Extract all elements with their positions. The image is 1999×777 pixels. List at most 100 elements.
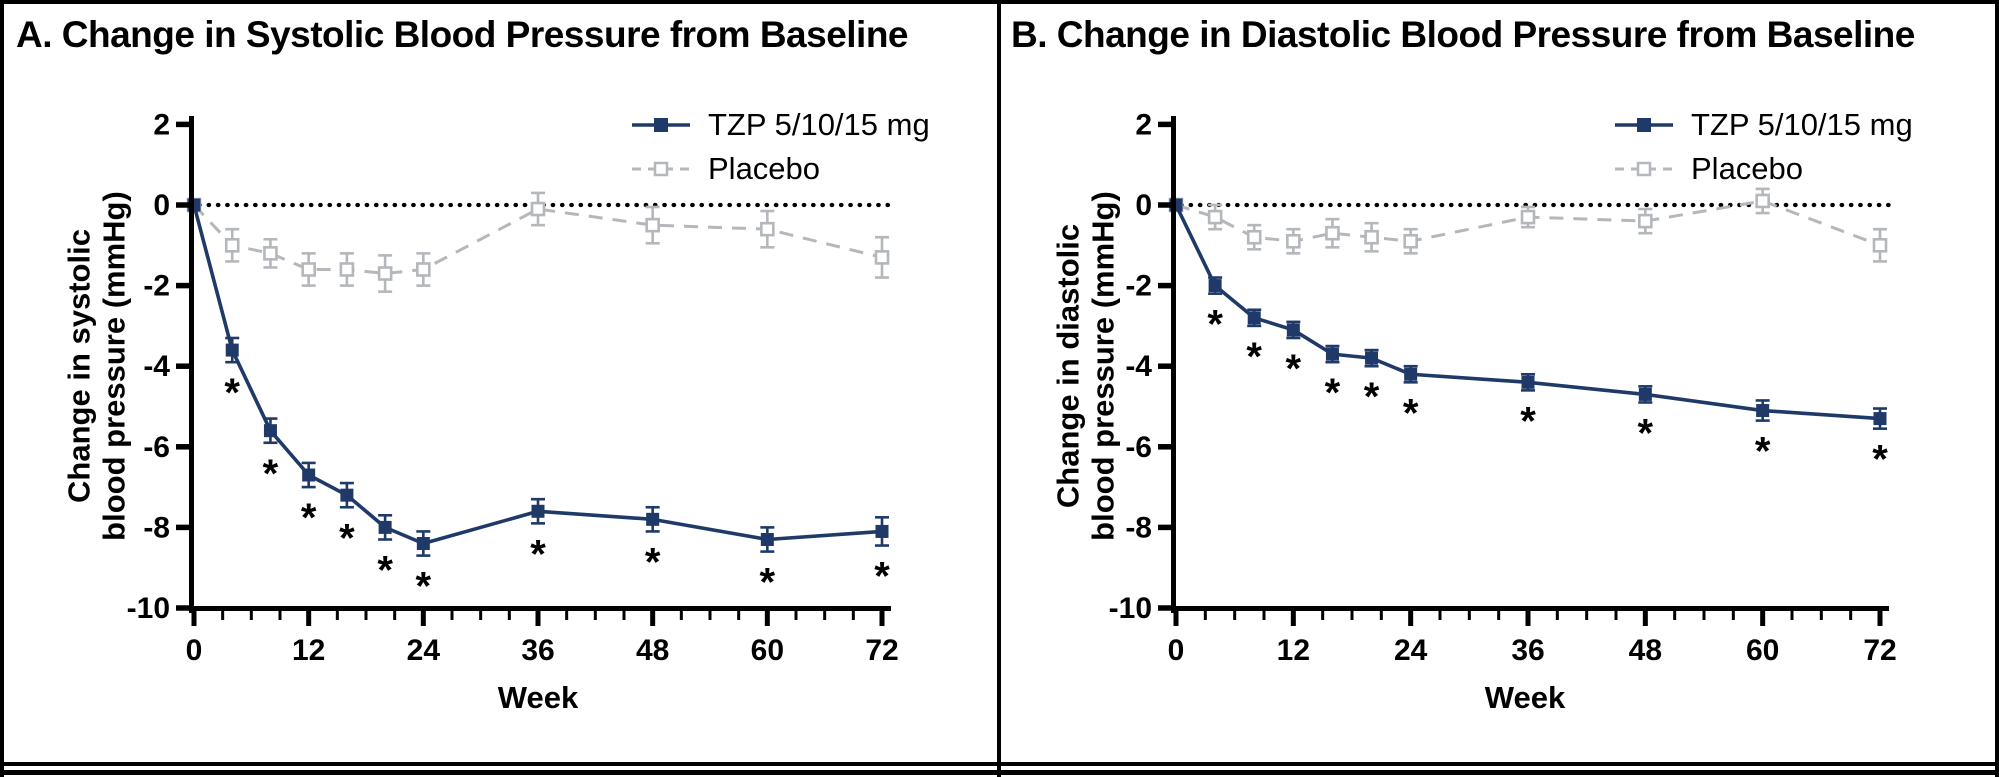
y-tick	[176, 202, 189, 208]
placebo-marker	[1246, 229, 1262, 245]
significance-asterisk: *	[874, 555, 890, 599]
tzp-marker	[263, 424, 277, 438]
tzp-line	[192, 204, 883, 546]
tzp-marker	[1247, 311, 1261, 325]
y-tick	[1158, 121, 1171, 128]
placebo-marker	[1207, 209, 1223, 225]
x-minor-tick	[593, 611, 597, 620]
x-minor-tick	[249, 611, 253, 620]
placebo-marker	[1364, 229, 1379, 245]
x-axis	[189, 606, 891, 611]
placebo-marker	[874, 250, 890, 265]
y-tick-label: -8	[143, 511, 170, 544]
border-bottom	[0, 762, 1999, 766]
tzp-marker	[1208, 279, 1222, 293]
y-tick	[1158, 444, 1171, 450]
tzp-marker	[1325, 347, 1339, 361]
x-minor-tick	[1585, 611, 1589, 620]
x-major-tick	[1525, 611, 1531, 626]
tzp-marker	[416, 537, 430, 551]
placebo-marker	[1872, 238, 1888, 253]
legend-label-tzp: TZP 5/10/15 mg	[1691, 107, 1913, 142]
tzp-marker	[646, 512, 660, 526]
placebo-marker	[1403, 233, 1418, 249]
placebo-marker	[339, 262, 355, 277]
border-right	[1995, 0, 1999, 777]
significance-asterisk: *	[1520, 399, 1536, 443]
x-minor-tick	[737, 611, 741, 620]
tzp-marker	[1756, 404, 1770, 418]
x-minor-tick	[364, 611, 368, 620]
y-tick-label: -6	[1125, 431, 1152, 464]
legend-row-tzp: TZP 5/10/15 mg	[1613, 107, 1913, 142]
x-minor-tick	[1321, 611, 1325, 620]
border-left	[0, 0, 4, 777]
x-tick-label: 24	[1394, 634, 1428, 667]
x-minor-tick	[278, 611, 282, 620]
x-minor-tick	[1467, 611, 1471, 620]
x-minor-tick	[1849, 611, 1853, 620]
tzp-line-sample-icon	[1615, 118, 1673, 132]
y-tick-label: 2	[153, 108, 170, 141]
x-major-tick	[1290, 611, 1296, 626]
x-major-tick	[306, 611, 312, 626]
x-minor-tick	[507, 611, 511, 620]
x-major-tick	[1877, 611, 1883, 626]
placebo-marker	[301, 262, 316, 277]
tzp-line-sample-icon	[632, 118, 690, 132]
diastolic-chart: * * * * * * * * * * 2 0 -2 -4 -6 -8 -10 0 12 24 36 48 60 72	[1109, 108, 1897, 667]
panel-a-title: A. Change in Systolic Blood Pressure fro…	[16, 14, 909, 55]
x-minor-tick	[1702, 611, 1706, 620]
y-tick-label: -2	[143, 270, 170, 303]
x-major-tick	[1408, 611, 1414, 626]
y-tick-label: -8	[1125, 511, 1152, 544]
significance-asterisk: *	[1286, 347, 1302, 391]
x-minor-tick	[1203, 611, 1207, 620]
y-axis-label-line2: blood pressure (mmHg)	[1085, 191, 1120, 541]
y-tick-label: -10	[1109, 592, 1152, 625]
panel-diastolic: * * * * * * * * * * 2 0 -2 -4 -6 -8 -10 0 12 24 36 48 60 72 B. …	[1001, 4, 1995, 759]
panel-a-y-axis-label: Change in systolic blood pressure (mmHg)	[61, 191, 131, 541]
x-major-tick	[879, 611, 885, 626]
placebo-marker	[377, 266, 393, 281]
significance-asterisk: *	[645, 540, 661, 584]
placebo-line-sample-icon	[632, 161, 690, 177]
significance-asterisk: *	[1638, 411, 1654, 455]
panel-divider	[997, 0, 1001, 777]
x-tick-label: 60	[1746, 634, 1779, 667]
placebo-line	[192, 203, 883, 276]
tzp-marker	[1638, 387, 1652, 401]
significance-asterisk: *	[1872, 438, 1888, 482]
x-tick-label: 12	[292, 634, 325, 667]
x-tick-label: 0	[1168, 634, 1185, 667]
significance-asterisk: *	[263, 452, 279, 496]
significance-asterisk: *	[339, 516, 355, 560]
panel-b-x-axis-label: Week	[1484, 680, 1566, 715]
x-minor-tick	[1790, 611, 1794, 620]
tzp-marker	[302, 468, 316, 482]
y-tick-label: -4	[1125, 350, 1152, 383]
tzp-marker	[1365, 351, 1379, 365]
x-major-tick	[535, 611, 541, 626]
x-minor-tick	[1233, 611, 1237, 620]
x-major-tick	[1760, 611, 1766, 626]
tzp-marker	[1404, 367, 1418, 381]
tzp-marker	[225, 343, 239, 357]
y-tick	[176, 605, 189, 611]
y-tick	[176, 444, 189, 450]
x-tick-label: 72	[1863, 634, 1896, 667]
placebo-marker	[416, 262, 431, 277]
x-minor-tick	[679, 611, 683, 620]
legend-label-placebo: Placebo	[708, 151, 821, 186]
y-axis-label-line1: Change in systolic	[61, 229, 97, 503]
x-minor-tick	[1614, 611, 1618, 620]
significance-asterisk: *	[377, 548, 393, 592]
placebo-marker	[1286, 233, 1301, 249]
y-tick	[176, 524, 189, 531]
x-tick-label: 24	[407, 634, 441, 667]
y-tick-label: -4	[143, 350, 170, 383]
significance-asterisk: *	[1364, 375, 1380, 419]
x-major-tick	[191, 611, 197, 626]
placebo-marker	[224, 238, 240, 253]
placebo-marker	[1325, 225, 1340, 241]
